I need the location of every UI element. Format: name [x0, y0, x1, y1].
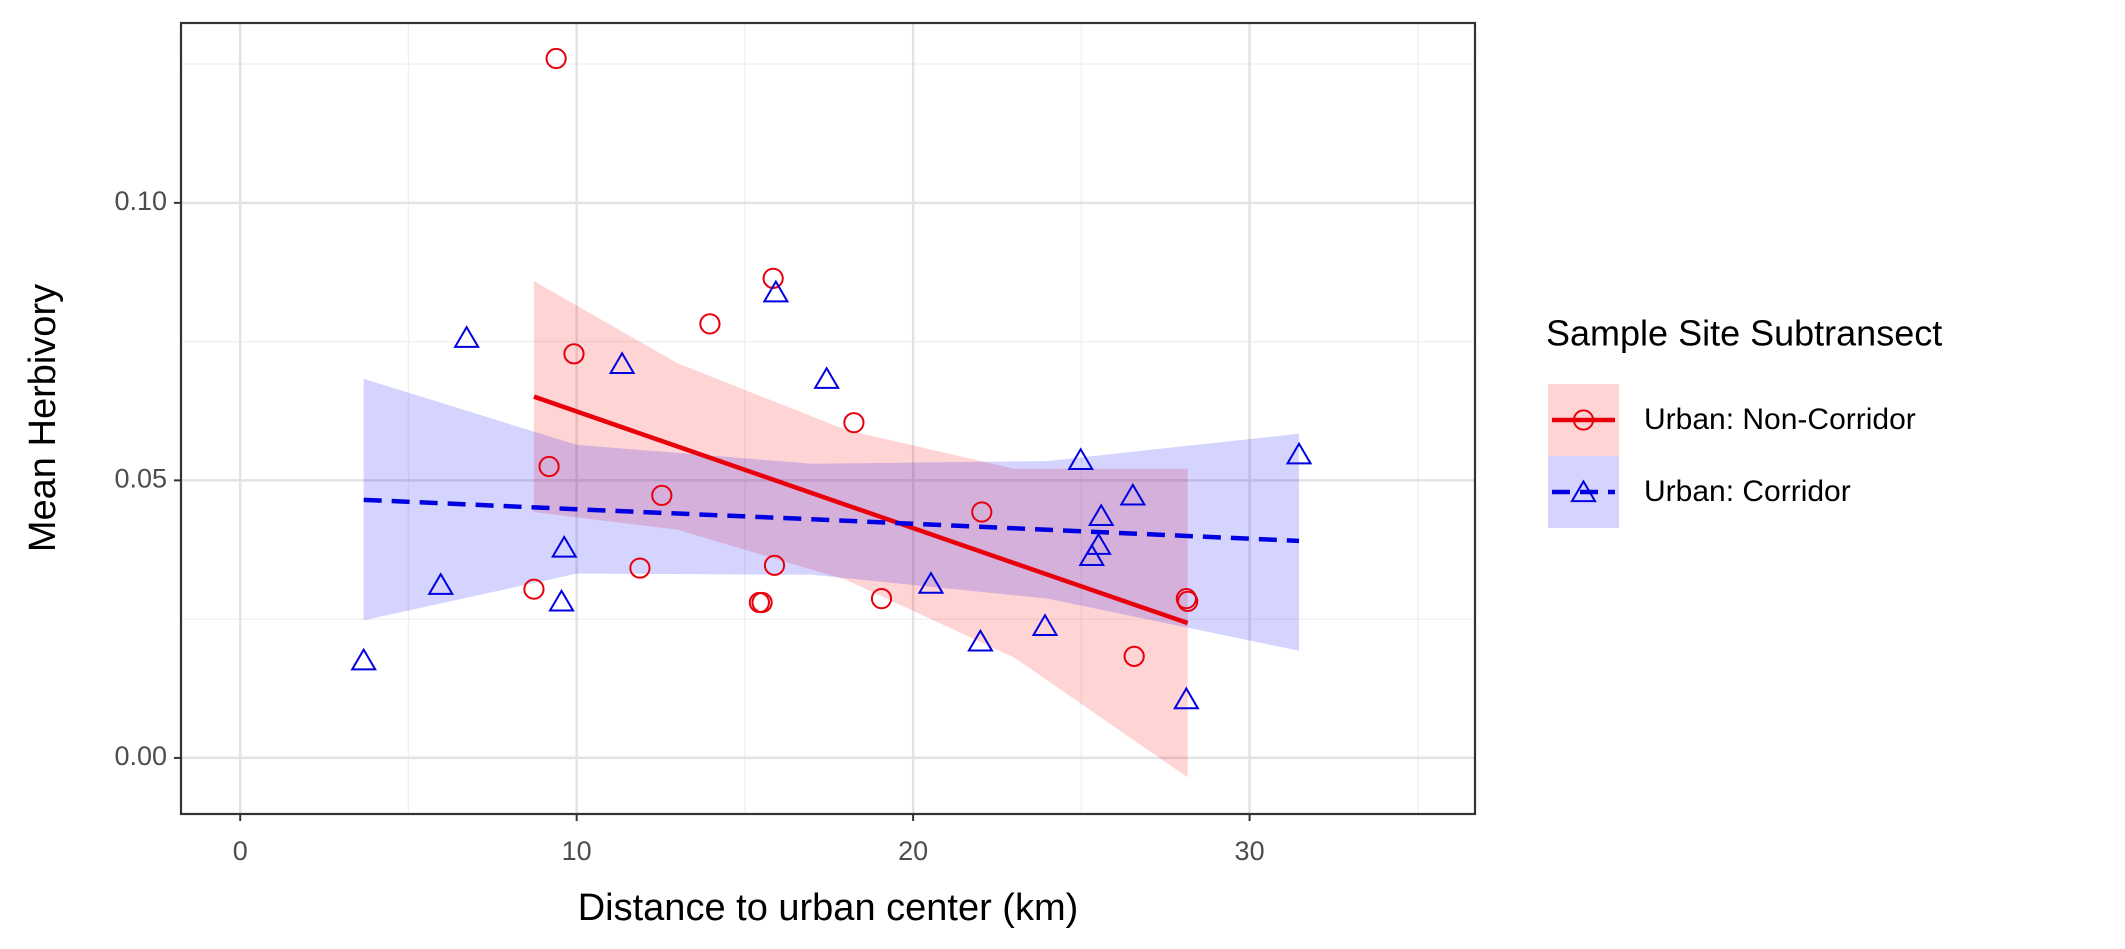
point: [1031, 613, 1059, 636]
fit-line: [363, 497, 1300, 544]
point: [545, 47, 567, 70]
point: [967, 628, 994, 652]
point: [699, 313, 721, 335]
point: [523, 578, 545, 600]
y-tick-label: 0.00: [114, 741, 167, 771]
point: [427, 572, 455, 595]
y-tick-label: 0.10: [114, 186, 167, 216]
point: [629, 557, 651, 579]
x-tick-label: 10: [562, 836, 592, 866]
point: [763, 554, 786, 576]
point: [1085, 532, 1112, 555]
x-tick-label: 20: [898, 836, 928, 866]
point: [813, 366, 840, 389]
point: [1087, 503, 1115, 527]
legend-label: Urban: Corridor: [1644, 475, 1851, 508]
x-axis-title: Distance to urban center (km): [578, 887, 1079, 929]
point: [843, 412, 865, 434]
point: [563, 343, 585, 365]
legend-title: Sample Site Subtransect: [1546, 313, 1942, 354]
point: [1119, 482, 1147, 506]
point: [971, 501, 993, 523]
y-axis-title: Mean Herbivory: [22, 284, 64, 552]
point: [917, 571, 945, 594]
point: [762, 279, 790, 303]
legend-key-point: [1570, 479, 1597, 503]
point: [453, 325, 480, 348]
point: [538, 455, 560, 478]
point: [550, 535, 578, 558]
confidence-band: [533, 281, 1188, 778]
point: [1078, 543, 1106, 567]
point: [1123, 645, 1145, 667]
fit-line: [533, 394, 1189, 626]
y-tick-label: 0.05: [114, 464, 167, 494]
plot-layer: 0 10 20 30 0.00 0.05 0.10 Urban: Non-Corridor Ur…: [114, 21, 1916, 866]
point: [651, 484, 673, 506]
x-tick-label: 0: [233, 836, 248, 866]
point: [350, 647, 377, 671]
point: [870, 588, 893, 610]
x-tick-label: 30: [1235, 836, 1265, 866]
panel-border: [179, 21, 1477, 816]
point: [751, 591, 773, 614]
point: [1173, 686, 1200, 710]
point: [1067, 447, 1094, 470]
point: [548, 588, 575, 612]
legend-label: Urban: Non-Corridor: [1644, 403, 1916, 436]
point: [1177, 590, 1199, 613]
legend-key-point: [1572, 409, 1595, 431]
point: [608, 351, 636, 374]
point: [1285, 441, 1313, 465]
